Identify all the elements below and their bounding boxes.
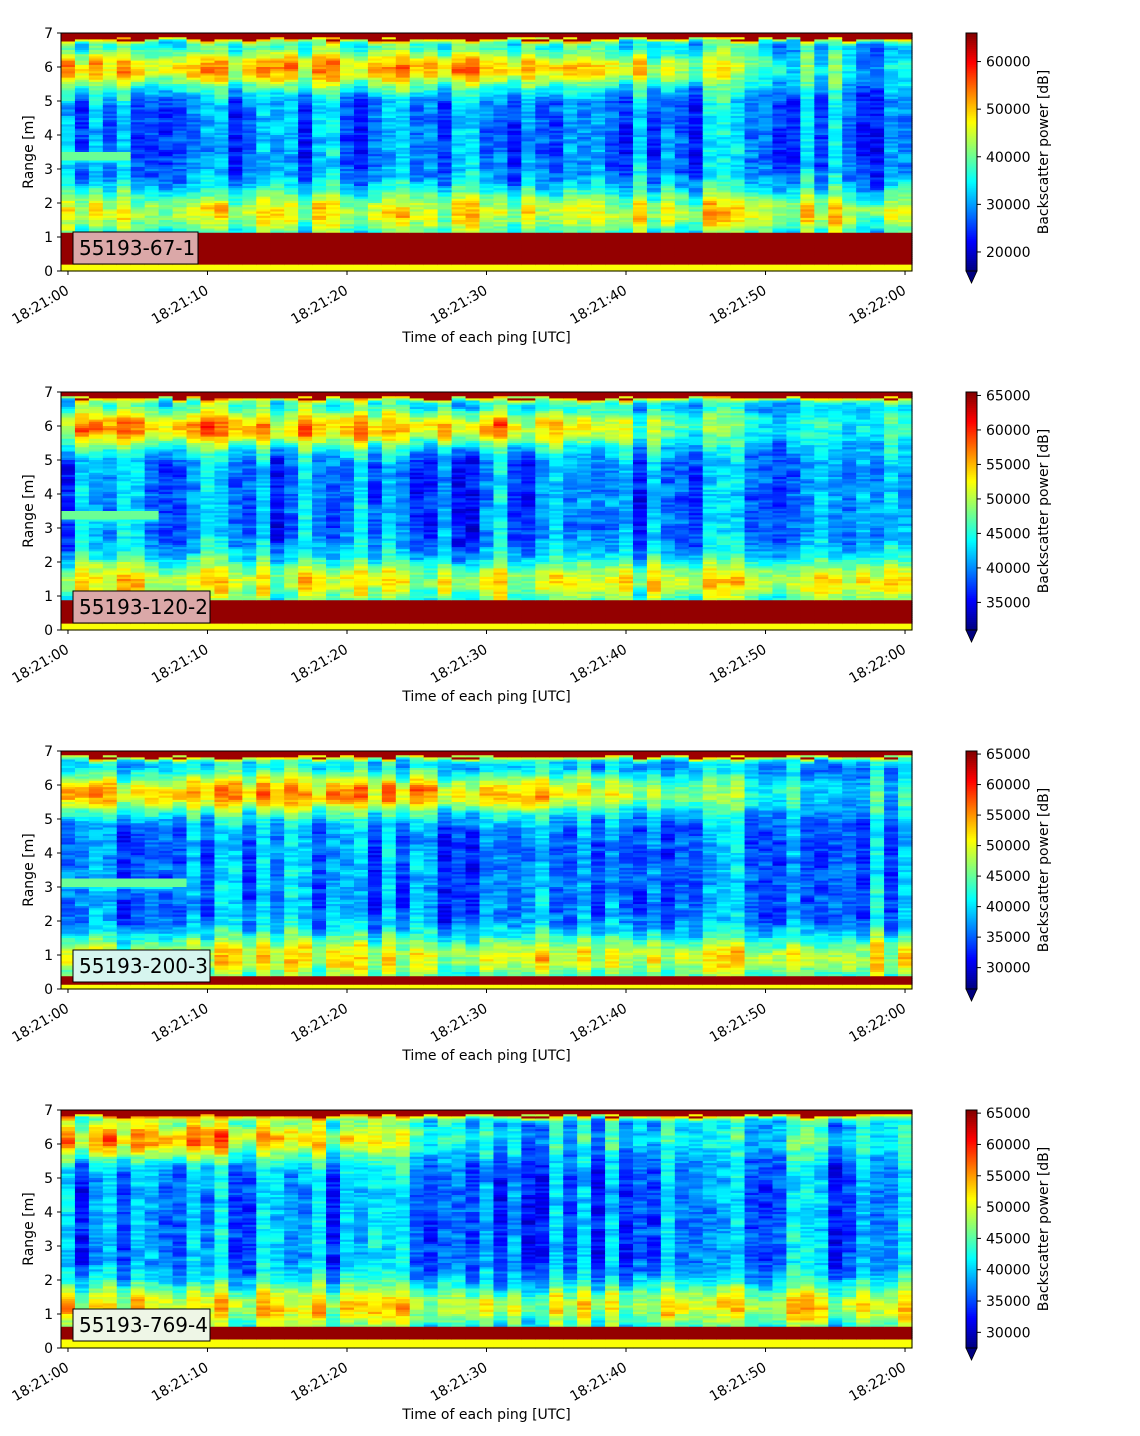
panel-1: 01234567Range [m]18:21:00 18:21:10 18:21:2… xyxy=(10,26,1052,346)
